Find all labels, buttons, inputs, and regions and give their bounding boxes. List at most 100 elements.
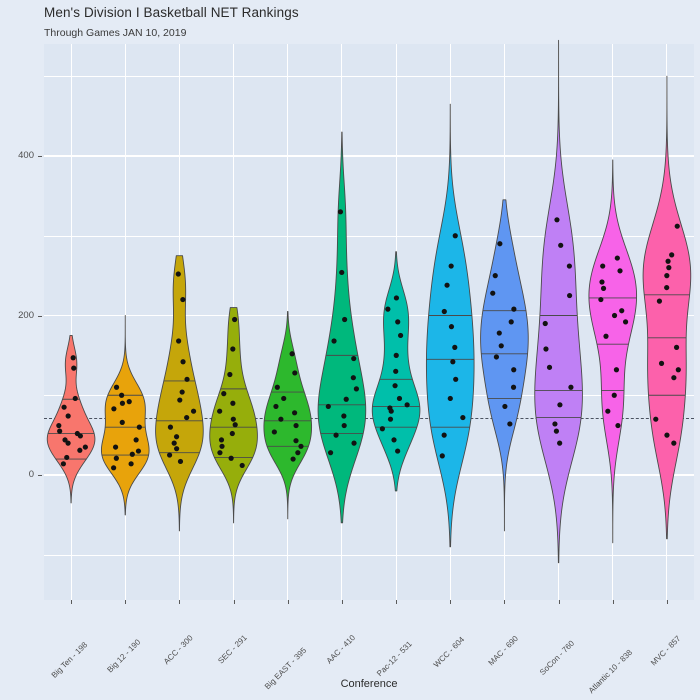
violin-9[interactable] — [480, 199, 529, 532]
data-point[interactable] — [511, 367, 517, 373]
data-point[interactable] — [496, 330, 502, 336]
data-point[interactable] — [119, 400, 126, 406]
data-point[interactable] — [493, 354, 500, 360]
data-point[interactable] — [492, 273, 498, 279]
data-point[interactable] — [617, 268, 623, 274]
data-point[interactable] — [230, 346, 236, 352]
data-point[interactable] — [65, 413, 71, 419]
data-point[interactable] — [229, 430, 235, 437]
data-point[interactable] — [388, 408, 394, 414]
violin-5[interactable] — [263, 311, 313, 520]
data-point[interactable] — [507, 421, 513, 427]
data-point[interactable] — [337, 209, 344, 215]
data-point[interactable] — [341, 422, 347, 429]
data-point[interactable] — [600, 263, 606, 269]
data-point[interactable] — [228, 455, 234, 461]
data-point[interactable] — [542, 320, 548, 327]
violin-12[interactable] — [642, 75, 692, 540]
data-point[interactable] — [653, 416, 659, 422]
data-point[interactable] — [351, 355, 357, 362]
data-point[interactable] — [167, 424, 174, 430]
data-point[interactable] — [453, 376, 459, 382]
data-point[interactable] — [664, 284, 670, 291]
data-point[interactable] — [298, 443, 304, 449]
violin-8[interactable] — [425, 103, 475, 548]
data-point[interactable] — [675, 367, 681, 373]
data-point[interactable] — [393, 368, 399, 374]
data-point[interactable] — [395, 448, 401, 454]
data-point[interactable] — [119, 392, 125, 398]
data-point[interactable] — [56, 422, 62, 429]
data-point[interactable] — [568, 384, 574, 390]
data-point[interactable] — [281, 395, 287, 402]
data-point[interactable] — [343, 396, 349, 402]
data-point[interactable] — [671, 440, 677, 446]
data-point[interactable] — [611, 392, 617, 398]
data-point[interactable] — [232, 422, 238, 428]
data-point[interactable] — [129, 451, 135, 457]
data-point[interactable] — [327, 450, 334, 456]
data-point[interactable] — [511, 306, 517, 312]
data-point[interactable] — [387, 416, 394, 422]
data-point[interactable] — [452, 344, 458, 350]
data-point[interactable] — [133, 437, 139, 443]
data-point[interactable] — [177, 458, 184, 465]
data-point[interactable] — [490, 290, 496, 296]
data-point[interactable] — [557, 402, 563, 408]
data-point[interactable] — [658, 360, 665, 366]
data-point[interactable] — [136, 424, 142, 430]
data-point[interactable] — [230, 416, 236, 422]
data-point[interactable] — [671, 375, 677, 381]
data-point[interactable] — [342, 316, 348, 323]
data-point[interactable] — [396, 395, 403, 402]
data-point[interactable] — [393, 352, 399, 358]
violin-3[interactable] — [155, 255, 204, 532]
data-point[interactable] — [444, 282, 450, 288]
data-point[interactable] — [600, 285, 607, 291]
data-point[interactable] — [290, 456, 296, 462]
data-point[interactable] — [498, 343, 504, 349]
data-point[interactable] — [292, 370, 298, 376]
violin-11[interactable] — [588, 159, 638, 544]
data-point[interactable] — [460, 414, 466, 421]
data-point[interactable] — [598, 296, 604, 303]
data-point[interactable] — [385, 306, 391, 312]
data-point[interactable] — [393, 295, 400, 301]
violin-2[interactable] — [100, 315, 150, 516]
data-point[interactable] — [217, 408, 223, 414]
data-point[interactable] — [404, 402, 410, 408]
data-point[interactable] — [508, 319, 514, 325]
data-point[interactable] — [392, 383, 398, 389]
data-point[interactable] — [176, 338, 182, 344]
data-point[interactable] — [510, 384, 517, 390]
data-point[interactable] — [397, 332, 404, 339]
data-point[interactable] — [619, 308, 625, 314]
data-point[interactable] — [128, 461, 134, 467]
violin-4[interactable] — [209, 307, 258, 524]
data-point[interactable] — [664, 273, 670, 279]
violin-6[interactable] — [317, 131, 367, 524]
data-point[interactable] — [61, 404, 67, 410]
data-point[interactable] — [239, 462, 245, 469]
data-point[interactable] — [111, 406, 117, 412]
data-point[interactable] — [656, 298, 663, 304]
data-point[interactable] — [558, 242, 564, 248]
data-point[interactable] — [112, 444, 119, 450]
data-point[interactable] — [441, 432, 447, 438]
data-point[interactable] — [674, 223, 680, 229]
violin-7[interactable] — [371, 251, 421, 492]
data-point[interactable] — [552, 421, 558, 427]
data-point[interactable] — [295, 450, 301, 456]
data-point[interactable] — [448, 324, 455, 330]
data-point[interactable] — [447, 395, 453, 402]
data-point[interactable] — [293, 438, 299, 444]
data-point[interactable] — [273, 403, 279, 410]
data-point[interactable] — [395, 319, 401, 325]
data-point[interactable] — [232, 316, 238, 323]
data-point[interactable] — [71, 365, 77, 371]
data-point[interactable] — [278, 416, 284, 422]
data-point[interactable] — [669, 252, 675, 258]
data-point[interactable] — [179, 389, 185, 395]
data-point[interactable] — [557, 440, 563, 446]
data-point[interactable] — [219, 443, 225, 449]
